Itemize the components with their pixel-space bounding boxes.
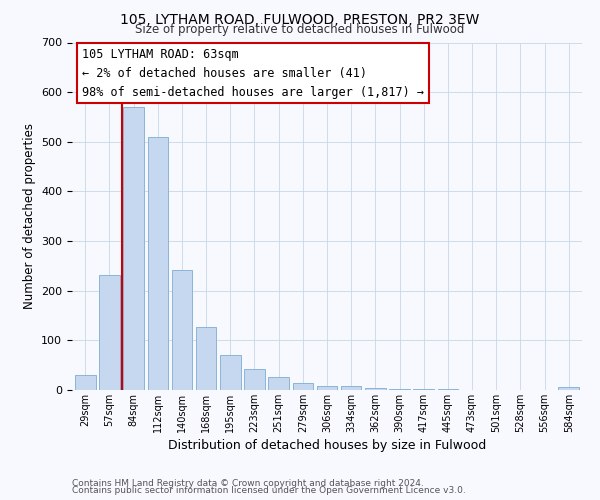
Bar (99, 275, 120, 390)
Bar (413, 388, 434, 390)
Text: 105 LYTHAM ROAD: 63sqm
← 2% of detached houses are smaller (41)
98% of semi-deta: 105 LYTHAM ROAD: 63sqm ← 2% of detached … (82, 48, 424, 98)
Bar (244, 368, 265, 390)
Bar (317, 386, 337, 390)
Text: Contains HM Land Registry data © Crown copyright and database right 2024.: Contains HM Land Registry data © Crown c… (72, 478, 424, 488)
Bar (172, 270, 192, 390)
Bar (341, 386, 361, 390)
Bar (75, 375, 95, 390)
Text: Size of property relative to detached houses in Fulwood: Size of property relative to detached ho… (136, 22, 464, 36)
Bar (293, 383, 313, 390)
X-axis label: Distribution of detached houses by size in Fulwood: Distribution of detached houses by size … (168, 439, 486, 452)
Text: 105, LYTHAM ROAD, FULWOOD, PRESTON, PR2 3EW: 105, LYTHAM ROAD, FULWOOD, PRESTON, PR2 … (121, 12, 479, 26)
Bar (196, 327, 217, 390)
Bar (148, 137, 168, 390)
Bar (559, 387, 579, 390)
Bar (365, 388, 386, 390)
Bar (220, 355, 241, 390)
Bar (268, 376, 289, 390)
Bar (124, 107, 144, 390)
Text: Contains public sector information licensed under the Open Government Licence v3: Contains public sector information licen… (72, 486, 466, 495)
Y-axis label: Number of detached properties: Number of detached properties (23, 123, 35, 309)
Bar (437, 389, 458, 390)
Bar (389, 388, 410, 390)
